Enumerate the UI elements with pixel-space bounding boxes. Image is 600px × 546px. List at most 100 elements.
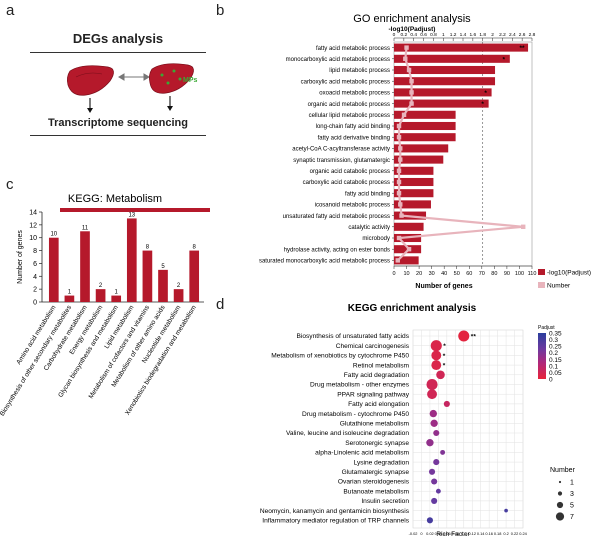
b-bottom-tick-label: 50 <box>454 271 460 277</box>
b-bar <box>394 110 456 119</box>
b-bottom-tick-label: 60 <box>466 271 472 277</box>
b-number-point <box>395 258 400 263</box>
d-star: * <box>443 363 446 370</box>
chart-d-dots: ***** <box>426 330 508 524</box>
b-number-point <box>409 90 414 95</box>
d-dot <box>426 517 433 524</box>
b-top-tick-label: 0.4 <box>410 32 417 38</box>
b-bar <box>394 155 444 164</box>
b-bar <box>394 189 434 198</box>
panel-c-letter: c <box>6 176 14 193</box>
d-size-legend-dot <box>557 491 563 496</box>
panel-a-divider-bottom <box>30 135 206 136</box>
b-bottom-tick-label: 90 <box>504 271 510 277</box>
d-pathway-label: Lysine degradation <box>354 459 410 466</box>
b-star: * <box>481 101 484 108</box>
d-size-legend-label: 7 <box>570 514 574 521</box>
d-colorbar-gradient <box>538 333 546 379</box>
d-colorbar-tick: 0.35 <box>549 331 562 338</box>
chart-d-size-legend: Number 1 3 5 7 <box>550 467 576 521</box>
d-pathway-label: Retinol metabolism <box>353 362 410 369</box>
d-dot <box>430 419 438 427</box>
chart-b-bars: ***** <box>394 43 529 265</box>
panel-a-bottom-text: Transcriptome sequencing <box>48 117 188 129</box>
c-bar-value: 8 <box>193 245 197 251</box>
d-pathway-label: Insulin secretion <box>361 498 409 505</box>
c-bar <box>126 218 137 302</box>
go-enrichment-chart: GO enrichment analysis -log10(Padjust) 0… <box>259 13 591 290</box>
b-top-tick-label: 1.2 <box>450 32 457 38</box>
c-bar-value: 1 <box>115 290 119 296</box>
b-top-tick-label: 1.8 <box>479 32 486 38</box>
d-star: * <box>443 353 446 360</box>
d-pathway-label: Serotonergic synapse <box>345 440 409 447</box>
compare-arrow-icon <box>118 73 150 81</box>
d-dot <box>431 478 438 485</box>
d-colorbar-title: Padjust <box>538 325 555 331</box>
d-dot <box>504 508 508 513</box>
b-top-tick-label: 2.2 <box>499 32 506 38</box>
b-bar <box>394 54 510 63</box>
d-size-legend-dot <box>556 501 564 509</box>
b-bar <box>394 177 434 187</box>
c-ytick-label: 4 <box>33 274 37 281</box>
b-number-point <box>404 45 409 50</box>
d-pathway-label: Biosynthesis of unsaturated fatty acids <box>296 333 409 340</box>
b-term-label: synaptic transmission, glutamatergic <box>293 158 390 164</box>
d-xtick-label: 0.18 <box>494 531 502 536</box>
chart-c-ylabel: Number of genes <box>17 230 24 284</box>
chart-d-xlabel: Rich Factor <box>436 531 470 538</box>
b-number-point <box>521 224 526 229</box>
b-number-point <box>396 123 402 129</box>
b-term-label: carboxylic acid catabolic process <box>303 180 390 186</box>
c-ytick-label: 12 <box>29 222 37 229</box>
b-number-point <box>406 247 412 252</box>
b-bottom-tick-label: 30 <box>429 271 435 277</box>
d-dot <box>426 439 434 447</box>
b-bar <box>394 144 449 153</box>
b-bar <box>394 256 419 265</box>
c-ytick-label: 0 <box>33 300 37 307</box>
c-category-label: Biosynthesis of other secondary metaboli… <box>0 304 73 418</box>
chart-b-number-line <box>395 45 526 263</box>
kegg-enrichment-chart: KEGG enrichment analysis Biosynthesis of… <box>260 303 576 538</box>
d-colorbar-tick: 0.15 <box>549 357 562 364</box>
b-star: * <box>484 90 487 97</box>
b-top-tick-label: 2.4 <box>509 32 516 38</box>
d-dot <box>436 370 445 380</box>
b-term-label: cellular lipid metabolic process <box>309 113 390 119</box>
b-bar <box>394 200 431 209</box>
b-top-tick-label: 0 <box>393 32 396 38</box>
d-dot <box>431 497 438 504</box>
b-term-label: microbody <box>362 236 390 242</box>
d-size-legend-title: Number <box>550 467 576 474</box>
b-top-tick-label: 2.8 <box>529 32 536 38</box>
b-bar <box>394 65 496 75</box>
b-term-label: oxoacid metabolic process <box>319 91 390 97</box>
b-number-point <box>396 135 402 140</box>
d-xtick-label: 0.02 <box>426 531 434 536</box>
chart-b-term-labels: fatty acid metabolic process monocarboxyl… <box>259 46 394 265</box>
b-term-label: acetyl-CoA C-acyltransferase activity <box>292 147 390 153</box>
chart-d-pathway-labels: Biosynthesis of unsaturated fatty acids C… <box>260 333 410 524</box>
d-dot <box>440 449 446 455</box>
c-ytick-label: 2 <box>33 287 37 294</box>
b-term-label: fatty acid derivative binding <box>318 135 390 141</box>
chart-d-x-axis: -0.02 0 0.02 0.04 0.06 0.08 0.1 0.12 0.14 0.16 0.1… <box>409 531 528 536</box>
c-bar-value: 2 <box>177 283 181 289</box>
chart-b-bottom-axis: 0 10 20 30 40 50 60 70 80 90 100 110 <box>392 265 536 277</box>
b-term-label: carboxylic acid metabolic process <box>301 79 390 85</box>
panel-b-letter: b <box>216 2 225 19</box>
d-xtick-label: -0.02 <box>409 531 418 536</box>
d-size-legend-label: 1 <box>570 480 574 487</box>
c-bar <box>95 289 106 302</box>
b-bar <box>394 99 489 108</box>
b-top-tick-label: 2 <box>491 32 494 38</box>
c-bar <box>173 289 184 302</box>
d-xtick-label: 0.16 <box>485 531 493 536</box>
b-top-tick-label: 0.2 <box>401 32 408 38</box>
d-size-legend-dot <box>555 512 565 521</box>
b-star: ** <box>520 45 526 52</box>
c-bar <box>80 231 90 302</box>
